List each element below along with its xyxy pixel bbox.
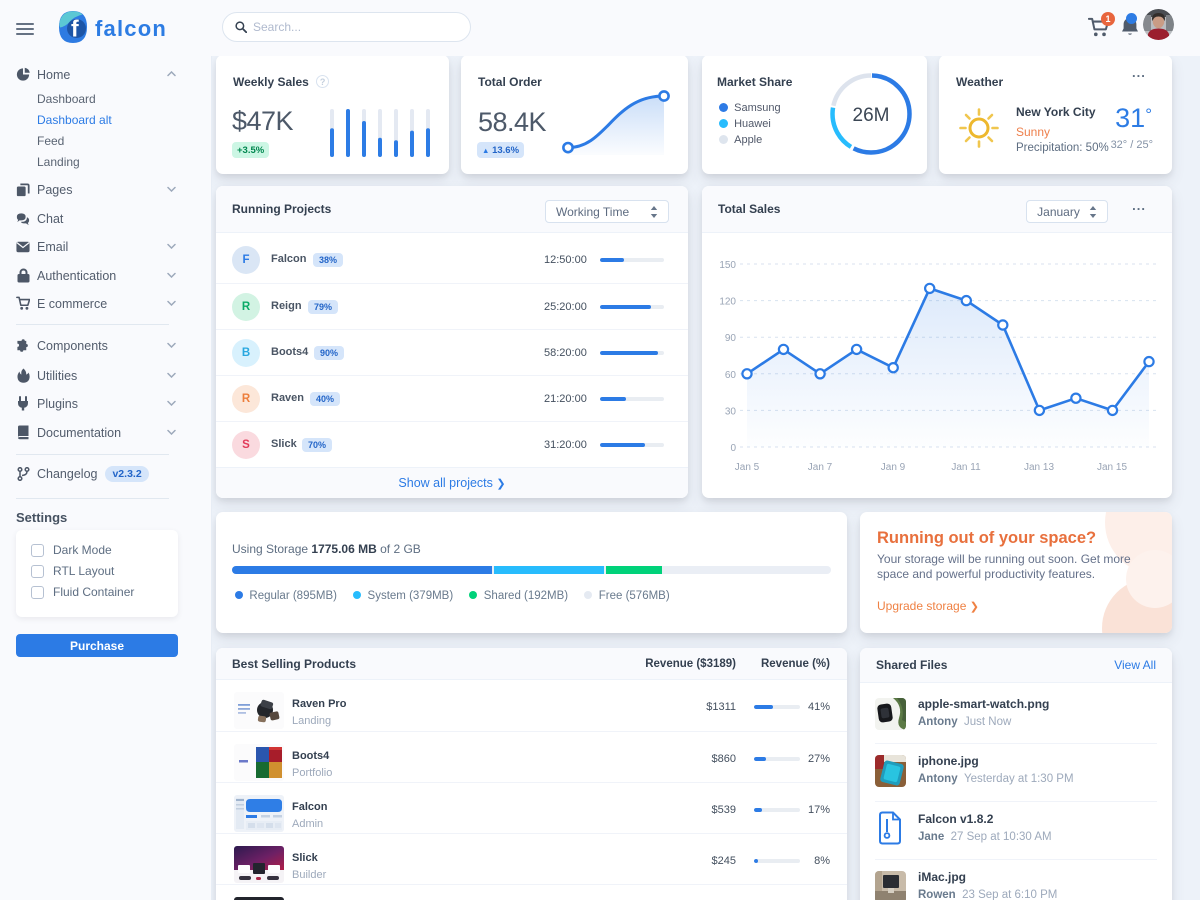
svg-text:Jan 9: Jan 9 bbox=[881, 462, 906, 473]
svg-text:26M: 26M bbox=[853, 105, 890, 126]
svg-text:Jan 13: Jan 13 bbox=[1024, 462, 1054, 473]
svg-text:150: 150 bbox=[719, 260, 736, 271]
svg-text:f: f bbox=[71, 16, 79, 42]
svg-text:90: 90 bbox=[725, 333, 737, 344]
svg-text:60: 60 bbox=[725, 370, 737, 381]
svg-text:Jan 5: Jan 5 bbox=[735, 462, 760, 473]
svg-text:Jan 15: Jan 15 bbox=[1097, 462, 1127, 473]
svg-text:0: 0 bbox=[730, 443, 736, 454]
svg-text:Jan 7: Jan 7 bbox=[808, 462, 833, 473]
svg-text:120: 120 bbox=[719, 297, 736, 308]
svg-text:Jan 11: Jan 11 bbox=[951, 462, 981, 473]
svg-text:30: 30 bbox=[725, 406, 737, 417]
